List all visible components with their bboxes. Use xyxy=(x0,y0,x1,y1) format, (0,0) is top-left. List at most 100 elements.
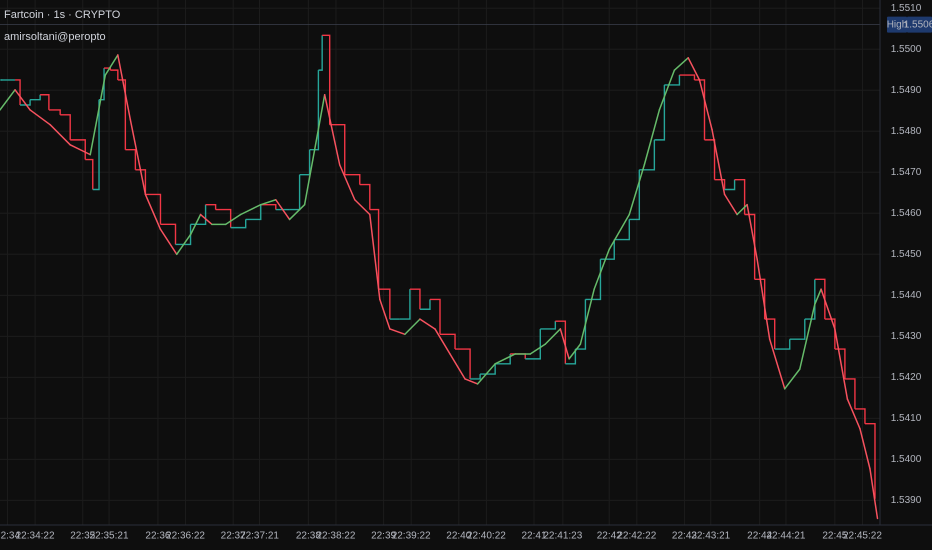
smoothed-line xyxy=(404,318,421,336)
smoothed-line xyxy=(698,79,713,131)
y-tick-label: 1.5500 xyxy=(891,44,922,55)
price-step xyxy=(110,69,119,80)
smoothed-line xyxy=(259,198,277,206)
smoothed-line xyxy=(687,57,701,81)
price-step xyxy=(480,363,496,375)
y-tick-label: 1.5400 xyxy=(891,454,922,465)
smoothed-line xyxy=(768,338,786,390)
price-step xyxy=(824,318,836,350)
y-tick-label: 1.5460 xyxy=(891,208,922,219)
price-step xyxy=(774,339,791,350)
x-tick-label: 22:38:22 xyxy=(316,531,355,542)
smoothed-line xyxy=(869,468,879,520)
smoothed-line xyxy=(159,228,178,256)
price-step xyxy=(864,422,876,499)
smoothed-line xyxy=(313,93,326,151)
price-step xyxy=(344,174,361,185)
smoothed-line xyxy=(476,363,496,385)
high-label: High xyxy=(887,19,908,30)
price-step xyxy=(724,179,736,191)
x-tick-label: 22:44:21 xyxy=(767,531,806,542)
price-step xyxy=(409,288,421,310)
smoothed-line xyxy=(144,193,162,231)
price-step xyxy=(322,34,331,125)
price-step xyxy=(764,318,776,350)
smoothed-line xyxy=(89,74,107,156)
price-step xyxy=(399,289,411,320)
x-tick-label: 22:37 xyxy=(221,531,246,542)
smoothed-line xyxy=(176,233,192,256)
axes: 1.5510 1.5500 1.5490 1.5480 1.5470 1.5460 1.54… xyxy=(0,3,932,542)
x-tick-label: 22:43:21 xyxy=(691,531,730,542)
y-tick-label: 1.5420 xyxy=(891,372,922,383)
x-tick-label: 22:36:22 xyxy=(166,531,205,542)
price-step xyxy=(117,79,127,150)
price-step xyxy=(714,178,726,190)
price-step xyxy=(654,84,666,141)
grid xyxy=(0,0,880,525)
smoothed-line xyxy=(379,298,391,330)
smoothed-line xyxy=(449,353,466,380)
price-step xyxy=(455,348,471,379)
x-tick-label: 22:45 xyxy=(822,531,847,542)
x-tick-label: 22:35:21 xyxy=(90,531,129,542)
smoothed-line xyxy=(69,144,92,156)
x-tick-label: 22:38 xyxy=(296,531,321,542)
price-step xyxy=(40,94,50,110)
price-step xyxy=(789,319,806,340)
price-step xyxy=(85,158,94,190)
price-step xyxy=(145,193,162,225)
y-tick-label: 1.5440 xyxy=(891,290,922,301)
chart-subtitle: amirsoltani@peropto xyxy=(4,31,106,43)
price-step xyxy=(160,223,177,245)
x-tick-label: 22:36 xyxy=(145,531,170,542)
price-step xyxy=(378,288,391,320)
smoothed-line xyxy=(239,203,262,216)
x-tick-label: 22:41 xyxy=(522,531,547,542)
price-step xyxy=(814,278,826,320)
price-step xyxy=(125,149,137,170)
price-step xyxy=(230,219,247,229)
smoothed-line xyxy=(658,69,676,111)
x-tick-label: 22:44 xyxy=(747,531,772,542)
x-tick-label: 22:39 xyxy=(371,531,396,542)
smoothed-line xyxy=(608,213,631,251)
y-tick-label: 1.5390 xyxy=(891,495,922,506)
smoothed-line xyxy=(189,213,202,236)
smoothed-line xyxy=(0,89,16,111)
x-tick-label: 22:45:22 xyxy=(843,531,882,542)
price-step xyxy=(48,109,61,115)
price-step xyxy=(419,299,431,310)
smoothed-line xyxy=(820,288,836,330)
price-step xyxy=(175,224,192,246)
smoothed-line xyxy=(49,123,71,146)
smoothed-line xyxy=(494,353,516,365)
smoothed-line xyxy=(323,93,341,166)
x-tick-label: 22:43 xyxy=(672,531,697,542)
price-step xyxy=(318,35,323,71)
y-tick-label: 1.5430 xyxy=(891,331,922,342)
price-step xyxy=(540,321,557,330)
price-step xyxy=(260,203,277,210)
smoothed-line xyxy=(288,203,306,221)
smoothed-line xyxy=(834,328,849,400)
price-step xyxy=(245,204,262,221)
x-tick-label: 22:42 xyxy=(597,531,622,542)
smoothed-line xyxy=(275,198,291,221)
smoothed-line xyxy=(14,89,31,111)
price-step xyxy=(60,114,71,140)
smoothed-line xyxy=(419,318,436,330)
smoothed-line xyxy=(723,193,738,216)
smoothed-line xyxy=(673,57,689,71)
price-step xyxy=(614,219,630,241)
price-step xyxy=(555,320,567,364)
smoothed-line xyxy=(29,109,51,126)
high-value: 1.5506 xyxy=(904,19,932,30)
plot xyxy=(0,34,879,520)
smoothed-line xyxy=(814,288,822,306)
price-step xyxy=(329,123,346,175)
x-tick-label: 22:40 xyxy=(446,531,471,542)
smoothed-line xyxy=(389,328,406,336)
